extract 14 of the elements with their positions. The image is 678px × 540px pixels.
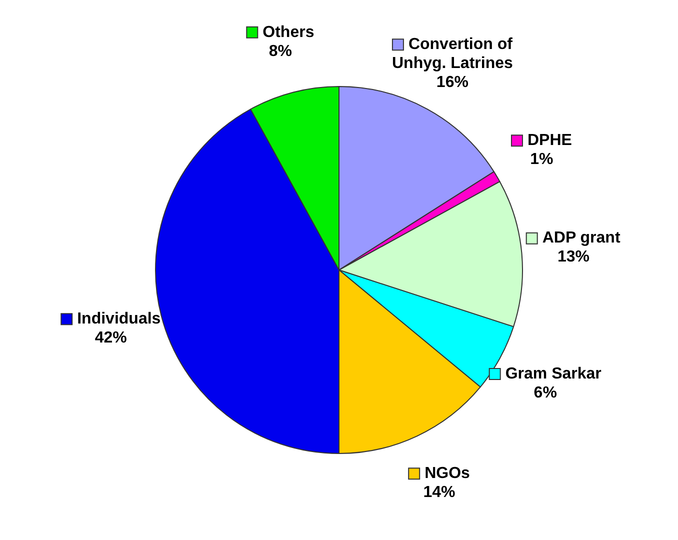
legend-label: ADP grant: [542, 230, 621, 247]
legend-label: NGOs: [424, 464, 470, 482]
legend-label: DPHE: [527, 132, 572, 150]
legend-label: Others: [262, 24, 314, 41]
data-label: 6%: [534, 384, 557, 402]
data-label: 1%: [530, 151, 554, 168]
legend-label: Gram Sarkar: [505, 365, 602, 382]
data-label: 13%: [557, 248, 590, 266]
data-label: 8%: [268, 42, 292, 60]
legend-label: Individuals: [77, 310, 161, 328]
data-label: 14%: [423, 484, 456, 501]
data-label: 42%: [94, 329, 127, 346]
legend-label: Convertion of Unhyg. Latrines: [392, 36, 514, 72]
data-label: 16%: [436, 74, 468, 92]
